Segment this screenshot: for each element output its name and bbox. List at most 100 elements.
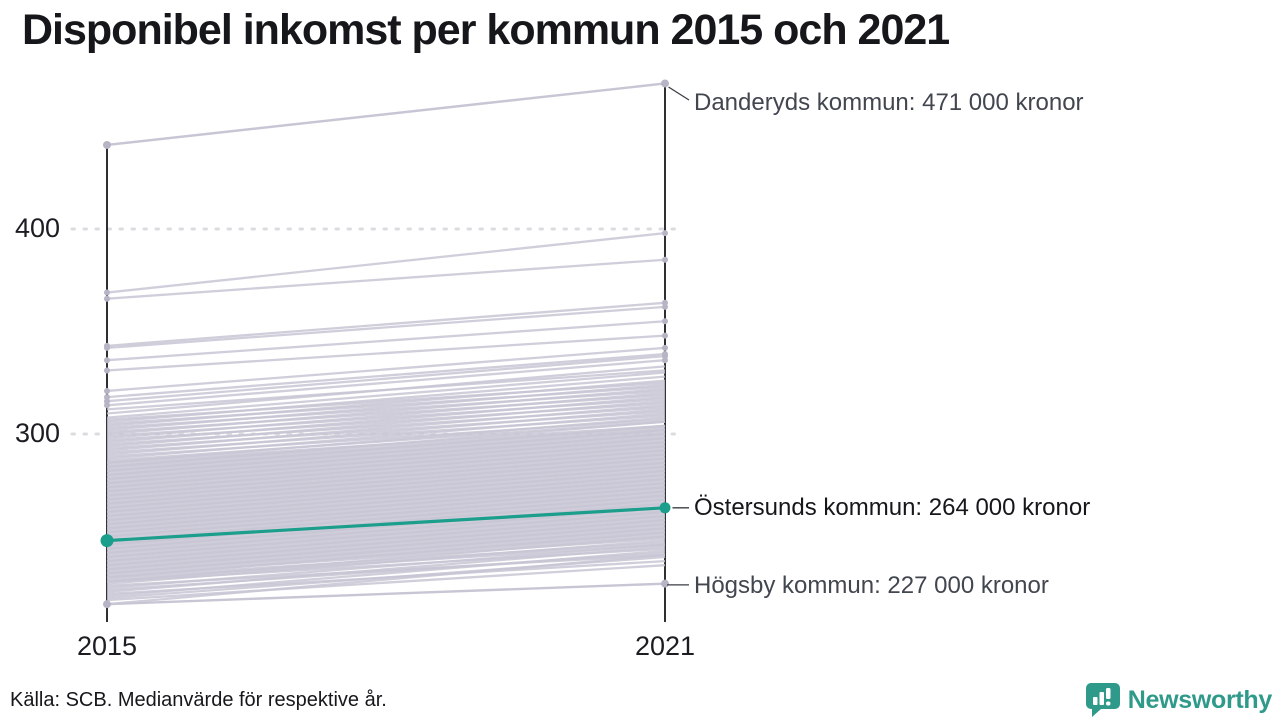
kommun-line [106,354,666,403]
kommun-line [106,301,666,347]
kommun-point-2015 [104,295,110,302]
kommun-line [106,410,666,450]
kommun-line [106,346,666,393]
kommun-line [106,305,666,350]
kommun-line [106,488,666,528]
kommun-line [106,475,666,516]
kommun-point-2015 [104,357,110,364]
annotation-connector [668,86,690,101]
kommun-point-2015 [104,367,110,374]
labeled-point-2021 [661,79,669,88]
kommun-line [106,564,666,602]
kommun-line [106,463,666,503]
kommun-line [106,447,666,487]
kommun-line [106,369,666,411]
kommun-line [106,543,666,581]
labeled-point-2015 [103,600,111,609]
labeled-point-2015 [103,140,111,149]
kommun-line [106,508,666,548]
x-axis-label-2021: 2021 [634,631,696,661]
annotation-hogsby: Högsby kommun: 227 000 kronor [694,572,1049,599]
labeled-point-2021 [661,579,669,588]
kommun-point-2021 [662,344,668,351]
kommun-point-2015 [104,398,110,405]
kommun-point-2015 [104,387,110,394]
kommun-line [106,496,666,536]
kommun-line [106,443,666,483]
kommun-point-2015 [104,402,110,409]
kommun-line [106,436,666,477]
kommun-line [106,461,666,501]
kommun-line [106,553,666,587]
kommun-line [106,320,666,362]
kommun-line [106,414,666,454]
kommun-line [106,359,666,407]
kommun-line [106,492,666,532]
labeled-point-2021 [659,502,671,514]
kommun-line [106,432,666,473]
kommun-line [106,418,666,458]
kommun-line [106,514,666,555]
kommun-line [106,523,666,563]
kommun-line [106,484,666,524]
kommun-line-labeled [106,506,666,543]
kommun-line [106,465,666,505]
kommun-line [106,424,666,464]
annotation-danderyd: Danderyds kommun: 471 000 kronor [694,89,1084,116]
kommun-line [106,482,666,522]
kommun-line [106,231,666,294]
kommun-line-labeled [106,82,666,147]
kommun-line [106,451,666,491]
kommun-point-2021 [662,299,668,306]
kommun-line [106,477,666,518]
kommun-line [106,441,666,481]
kommun-line [106,426,666,466]
kommun-line [106,381,666,421]
kommun-line [106,480,666,520]
kommun-line [106,494,666,534]
y-axis-tick-300: 300 [14,418,60,448]
kommun-line [106,334,666,372]
kommun-line [106,531,666,571]
kommun-line [106,529,666,569]
kommun-line [106,389,666,429]
kommun-line [106,533,666,573]
kommun-line [106,541,666,579]
chart-title: Disponibel inkomst per kommun 2015 och 2… [22,6,950,54]
kommun-line [106,385,666,425]
kommun-point-2015 [104,394,110,401]
kommun-line [106,512,666,552]
kommun-line [106,471,666,511]
kommun-line [106,398,666,438]
annotation-ostersund: Östersunds kommun: 264 000 kronor [694,494,1091,521]
kommun-line [106,521,666,561]
kommun-line [106,430,666,470]
kommun-line [106,434,666,475]
kommun-line-labeled [106,582,666,606]
kommun-line [106,352,666,399]
kommun-line [106,490,666,530]
kommun-line [106,258,666,300]
kommun-line [106,559,666,596]
kommun-line [106,428,666,468]
kommun-line [106,525,666,565]
kommun-point-2021 [662,318,668,325]
kommun-line [106,518,666,559]
kommun-point-2015 [104,344,110,351]
newsworthy-logo[interactable]: Newsworthy [1084,682,1272,718]
kommun-line [106,547,666,583]
kommun-line [106,486,666,526]
kommun-line [106,453,666,493]
labeled-point-2015 [100,534,114,548]
kommun-line [106,469,666,509]
kommun-line [106,473,666,514]
kommun-point-2021 [662,256,668,263]
kommun-line [106,439,666,479]
newsworthy-icon [1085,683,1120,717]
kommun-point-2021 [662,303,668,310]
kommun-line [106,467,666,507]
kommun-line [106,420,666,462]
kommun-line [106,537,666,577]
